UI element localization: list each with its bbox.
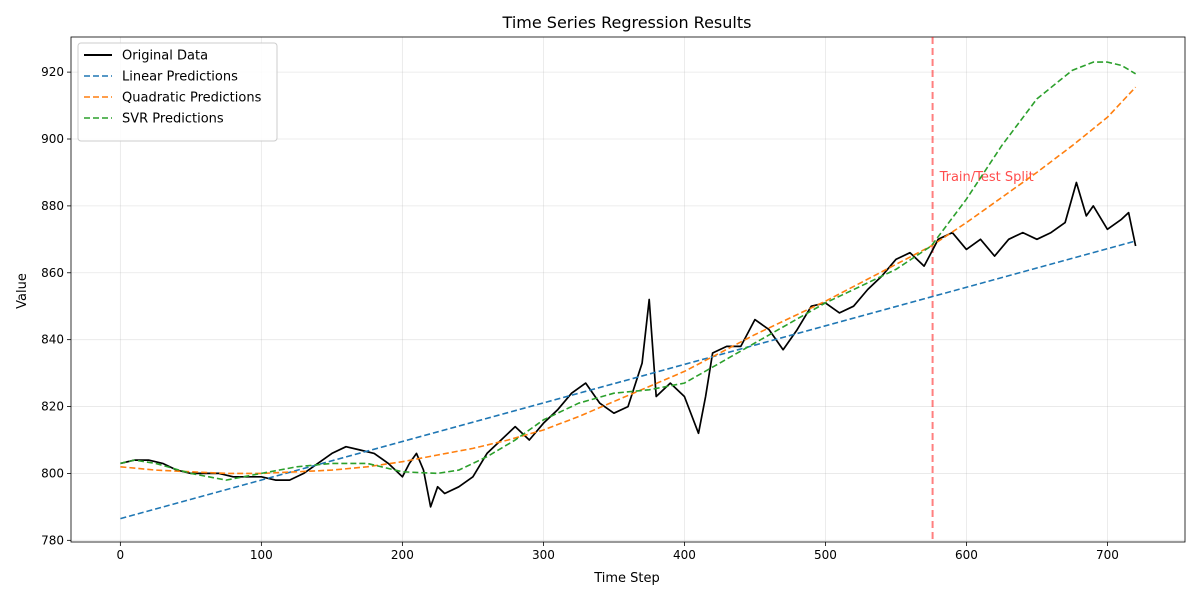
x-tick-label: 200 — [391, 548, 414, 562]
train-test-split-label: Train/Test Split — [939, 170, 1034, 185]
chart-title: Time Series Regression Results — [502, 13, 752, 32]
x-tick-label: 500 — [814, 548, 837, 562]
series-line-svr-predictions — [120, 61, 1137, 481]
legend-label-original-data: Original Data — [122, 49, 208, 64]
y-tick-label: 800 — [41, 466, 64, 480]
y-tick-label: 880 — [41, 199, 64, 213]
x-tick-label: 400 — [673, 548, 696, 562]
series-layer — [120, 61, 1137, 520]
legend: Original Data Linear Predictions Quadratic… — [77, 42, 278, 142]
y-tick-label: 860 — [41, 266, 64, 280]
series-line-original-data — [120, 181, 1137, 508]
y-tick-label: 780 — [41, 533, 64, 547]
x-axis-label: Time Step — [593, 571, 660, 586]
y-tick-label: 900 — [41, 132, 64, 146]
x-tick-label: 100 — [250, 548, 273, 562]
y-axis-label: Value — [15, 273, 30, 309]
x-tick-label: 600 — [955, 548, 978, 562]
x-tick-label: 0 — [117, 548, 125, 562]
axis-ticks: 0 100 200 300 400 500 600 700 780 800 820 840 860 880… — [41, 65, 1119, 562]
series-line-linear-predictions — [120, 240, 1136, 520]
split-marker: Train/Test Split — [931, 37, 1034, 542]
y-tick-label: 820 — [41, 400, 64, 414]
axes-frame — [70, 36, 1186, 543]
y-tick-label: 840 — [41, 333, 64, 347]
legend-label-linear-predictions: Linear Predictions — [122, 70, 238, 85]
x-tick-label: 700 — [1096, 548, 1119, 562]
legend-label-svr-predictions: SVR Predictions — [122, 112, 224, 127]
legend-label-quadratic-predictions: Quadratic Predictions — [122, 91, 262, 106]
x-tick-label: 300 — [532, 548, 555, 562]
plot-frame — [70, 36, 1186, 543]
legend-box — [77, 42, 278, 142]
series-line-quadratic-predictions — [120, 86, 1137, 475]
y-tick-label: 920 — [41, 65, 64, 79]
